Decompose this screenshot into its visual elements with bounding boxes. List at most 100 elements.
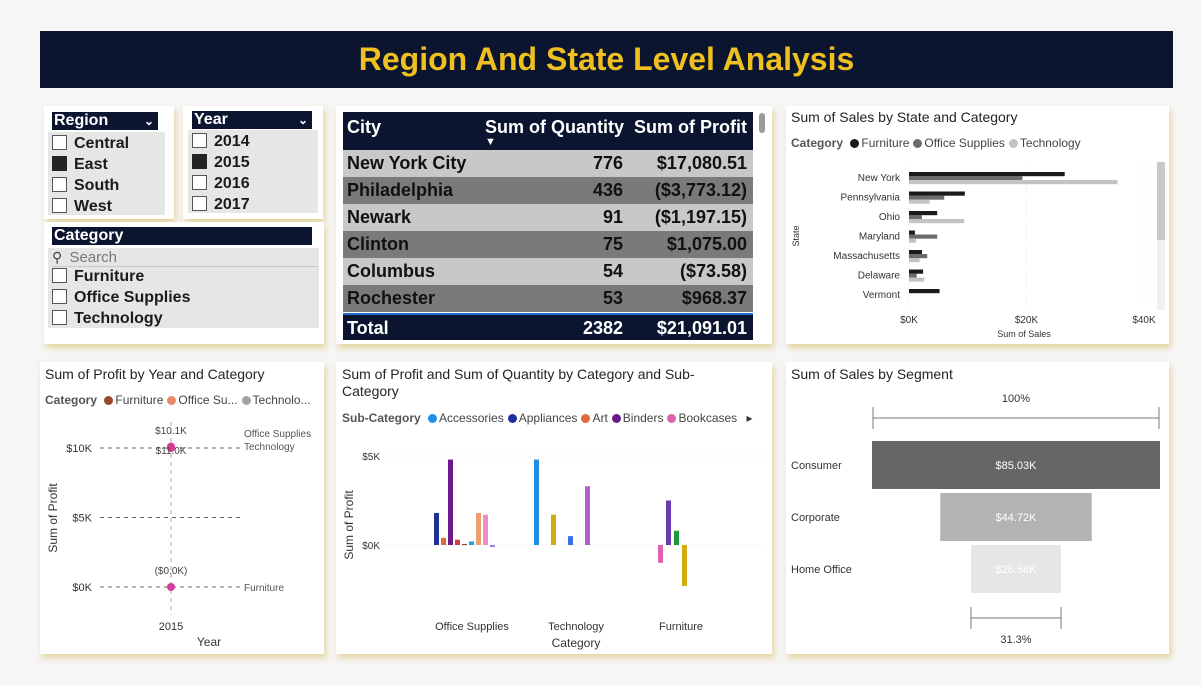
legend-item[interactable]: Technology [1005, 136, 1081, 150]
table-row[interactable]: Rochester 53 $968.37 [343, 285, 753, 312]
bar [434, 512, 439, 545]
legend-item[interactable]: Technolo... [238, 393, 311, 407]
bar [909, 191, 965, 196]
profit-by-subcategory-card [336, 362, 772, 654]
cell-profit: ($1,197.15) [654, 207, 747, 227]
checkbox[interactable] [192, 196, 207, 211]
legend-item[interactable]: Appliances [504, 411, 578, 425]
funnel-category-label: Home Office [791, 564, 852, 576]
region-option[interactable]: South [52, 176, 119, 196]
checkbox[interactable] [52, 156, 67, 171]
data-point [167, 444, 175, 452]
profit-by-subcategory-title: Sum of Profit and Sum of Quantity by Cat… [342, 366, 695, 399]
y-tick-label: Delaware [858, 271, 901, 282]
search-icon: ⚲ [52, 249, 63, 265]
x-tick-label: 2015 [159, 621, 183, 633]
checkbox[interactable] [52, 177, 67, 192]
checkbox[interactable] [192, 175, 207, 190]
legend-label: Furniture [115, 393, 164, 407]
funnel-top-label: 100% [1002, 393, 1030, 405]
sort-desc-icon[interactable]: ▼ [485, 136, 496, 148]
checkbox[interactable] [192, 133, 207, 148]
column-header-profit[interactable]: Sum of Profit [634, 117, 747, 137]
table-row[interactable]: Newark 91 ($1,197.15) [343, 204, 753, 231]
bar [909, 238, 917, 243]
legend-label: Appliances [518, 411, 578, 425]
checkbox[interactable] [192, 154, 207, 169]
region-option[interactable]: East [52, 155, 108, 175]
cell-quantity: 54 [602, 261, 623, 281]
category-search-input[interactable]: ⚲ Search [52, 249, 318, 267]
year-option-label: 2016 [214, 175, 250, 192]
y-tick-label: $5K [72, 513, 92, 525]
bar [462, 544, 467, 546]
legend-marker [241, 396, 251, 405]
scrollbar-thumb[interactable] [1157, 162, 1165, 240]
sales-by-segment-chart: 100% $85.03K Consumer $44.72K Corporate $26.5… [791, 393, 1160, 646]
series-end-label: Office Supplies [244, 429, 311, 440]
legend-item[interactable]: Furniture [100, 393, 163, 407]
bar [658, 545, 663, 563]
bar [534, 459, 539, 545]
bar [909, 234, 938, 239]
table-row[interactable]: Clinton 75 $1,075.00 [343, 231, 753, 258]
year-option[interactable]: 2016 [192, 174, 250, 194]
data-point [167, 583, 175, 591]
legend-item[interactable]: Bookcases [663, 411, 737, 425]
legend-item[interactable]: Art [577, 411, 608, 425]
bar [909, 277, 925, 282]
legend-item[interactable]: Binders [608, 411, 663, 425]
legend-item[interactable]: Office Su... [163, 393, 238, 407]
legend-item[interactable]: Accessories [424, 411, 504, 425]
y-tick-label: Maryland [859, 232, 900, 243]
checkbox[interactable] [52, 135, 67, 150]
table-header: City Sum of Quantity Sum of Profit ▼ [343, 112, 753, 150]
checkbox[interactable] [52, 198, 67, 213]
legend-title: Category [791, 136, 844, 150]
x-tick-label: Furniture [659, 621, 703, 633]
category-option[interactable]: Office Supplies [52, 288, 190, 308]
legend-marker [611, 414, 621, 423]
search-placeholder: Search [69, 249, 117, 266]
legend-item[interactable]: Furniture [846, 136, 909, 150]
legend-next-icon[interactable]: ▸ [746, 411, 753, 425]
chevron-down-icon[interactable]: ⌄ [143, 114, 154, 128]
year-slicer-header[interactable]: Year ⌄ [192, 111, 312, 129]
region-slicer-body [48, 132, 165, 215]
category-option[interactable]: Technology [52, 309, 163, 329]
year-option[interactable]: 2015 [192, 153, 250, 173]
checkbox[interactable] [52, 268, 67, 283]
region-option[interactable]: West [52, 197, 112, 217]
checkbox[interactable] [52, 310, 67, 325]
bar [909, 199, 930, 204]
legend-item[interactable]: Office Supplies [909, 136, 1005, 150]
year-option[interactable]: 2014 [192, 132, 250, 152]
table-row[interactable]: New York City 776 $17,080.51 [343, 150, 753, 177]
region-slicer-header[interactable]: Region ⌄ [52, 112, 158, 130]
cell-city: Philadelphia [347, 180, 454, 200]
table-row[interactable]: Philadelphia 436 ($3,773.12) [343, 177, 753, 204]
bar [448, 459, 453, 545]
cell-profit: $968.37 [681, 288, 747, 308]
column-header-city[interactable]: City [347, 117, 382, 137]
legend-marker [167, 396, 177, 405]
region-option-label: West [74, 198, 112, 215]
checkbox[interactable] [52, 289, 67, 304]
profit-by-year-title: Sum of Profit by Year and Category [45, 366, 265, 382]
y-tick-label: $5K [362, 452, 380, 463]
y-axis-label: Sum of Profit [342, 490, 356, 560]
region-option-label: South [74, 177, 120, 194]
y-tick-label: $10K [66, 443, 92, 455]
chevron-down-icon[interactable]: ⌄ [297, 113, 308, 127]
funnel-category-label: Corporate [791, 512, 840, 524]
region-option-label: Central [74, 135, 130, 152]
year-option[interactable]: 2017 [192, 195, 250, 215]
bar [909, 273, 917, 278]
year-option-label: 2014 [214, 133, 250, 150]
category-option[interactable]: Furniture [52, 267, 144, 287]
region-option[interactable]: Central [52, 134, 129, 154]
table-scrollbar[interactable] [759, 113, 765, 133]
table-row[interactable]: Columbus 54 ($73.58) [343, 258, 753, 285]
y-tick-label: Ohio [879, 212, 901, 223]
column-header-quantity[interactable]: Sum of Quantity [485, 117, 624, 137]
